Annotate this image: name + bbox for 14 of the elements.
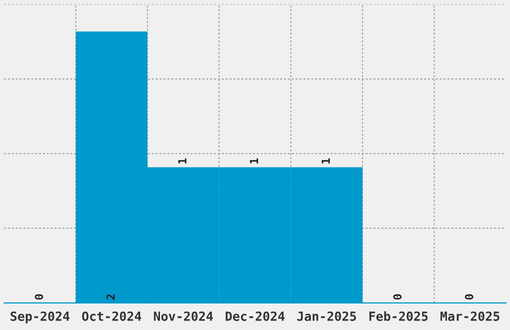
x-tick-label: Feb-2025 xyxy=(369,311,428,321)
data-label: 2 xyxy=(106,294,115,300)
x-tick-label: Mar-2025 xyxy=(440,311,500,321)
data-label: 1 xyxy=(178,158,186,164)
data-label: 0 xyxy=(393,294,402,300)
data-label: 1 xyxy=(322,158,330,164)
x-tick-label: Sep-2024 xyxy=(10,311,70,324)
x-tick-label: Jan-2025 xyxy=(297,311,356,321)
data-label: 0 xyxy=(34,294,44,300)
data-label: 1 xyxy=(250,158,258,164)
x-tick-label: Nov-2024 xyxy=(154,311,213,321)
x-tick-label: Oct-2024 xyxy=(82,311,142,321)
x-tick-label: Dec-2024 xyxy=(226,311,285,321)
data-label: 0 xyxy=(464,294,474,300)
